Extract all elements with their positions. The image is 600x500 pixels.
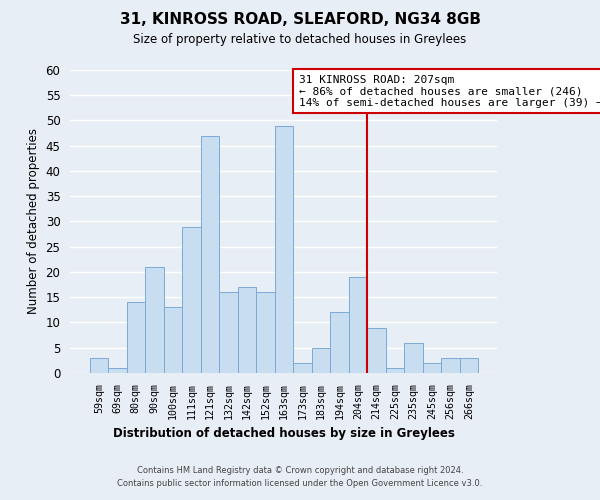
- Text: 31 KINROSS ROAD: 207sqm
← 86% of detached houses are smaller (246)
14% of semi-d: 31 KINROSS ROAD: 207sqm ← 86% of detache…: [299, 74, 600, 108]
- Y-axis label: Number of detached properties: Number of detached properties: [27, 128, 40, 314]
- Bar: [89, 358, 108, 373]
- Bar: [219, 292, 238, 373]
- Bar: [367, 328, 386, 373]
- Bar: [238, 287, 256, 373]
- Bar: [108, 368, 127, 373]
- X-axis label: Distribution of detached houses by size in Greylees: Distribution of detached houses by size …: [113, 427, 455, 440]
- Bar: [330, 312, 349, 373]
- Bar: [164, 308, 182, 373]
- Bar: [275, 126, 293, 373]
- Text: Contains HM Land Registry data © Crown copyright and database right 2024.
Contai: Contains HM Land Registry data © Crown c…: [118, 466, 482, 487]
- Bar: [404, 342, 422, 373]
- Bar: [460, 358, 478, 373]
- Bar: [256, 292, 275, 373]
- Bar: [145, 267, 164, 373]
- Bar: [349, 277, 367, 373]
- Bar: [441, 358, 460, 373]
- Bar: [311, 348, 330, 373]
- Bar: [127, 302, 145, 373]
- Text: 31, KINROSS ROAD, SLEAFORD, NG34 8GB: 31, KINROSS ROAD, SLEAFORD, NG34 8GB: [119, 12, 481, 28]
- Bar: [293, 363, 311, 373]
- Bar: [422, 363, 441, 373]
- Bar: [200, 136, 219, 373]
- Text: Size of property relative to detached houses in Greylees: Size of property relative to detached ho…: [133, 32, 467, 46]
- Bar: [386, 368, 404, 373]
- Bar: [182, 226, 200, 373]
